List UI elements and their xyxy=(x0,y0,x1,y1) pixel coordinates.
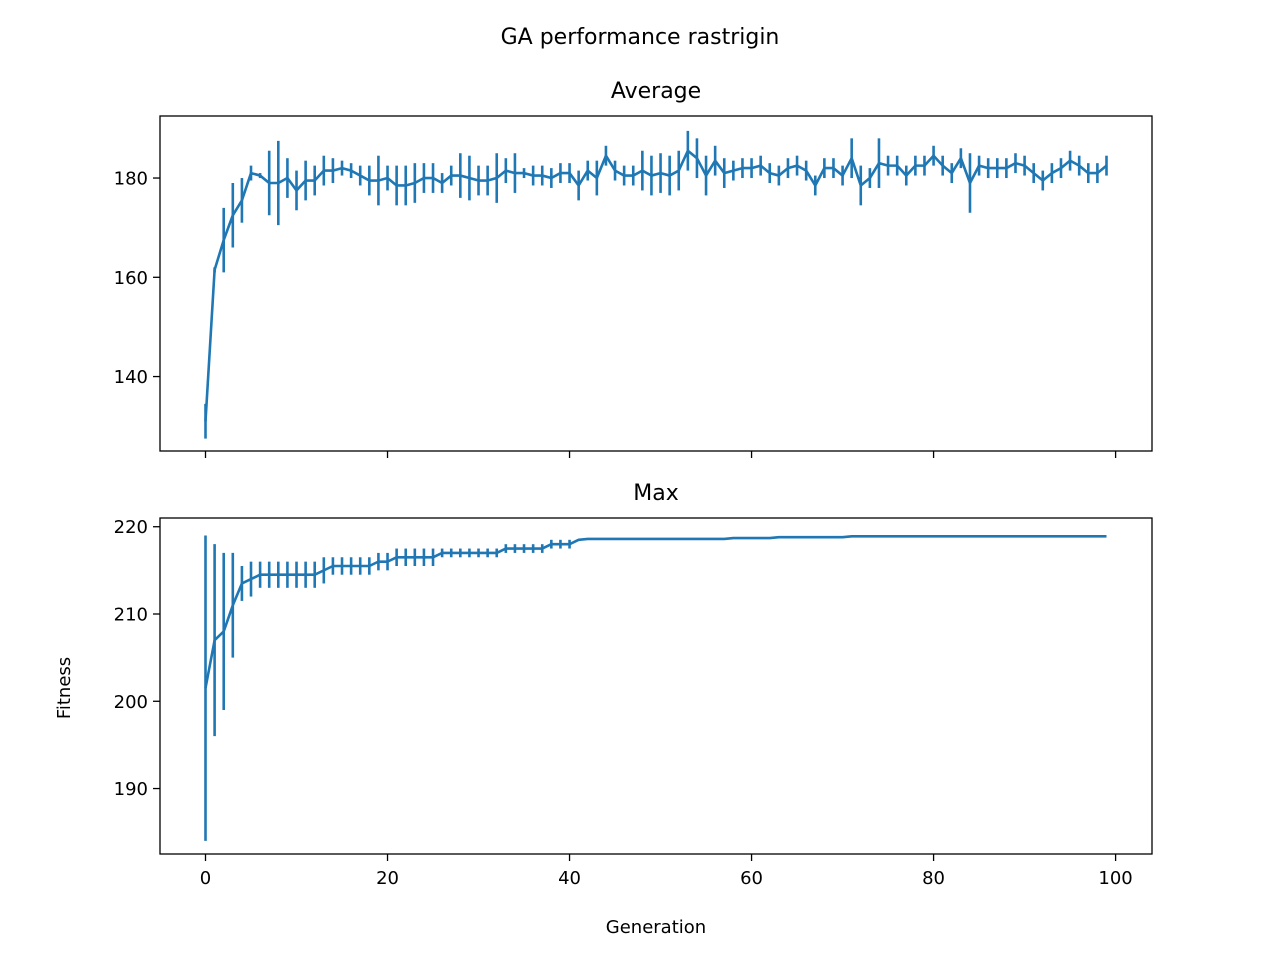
x-tick-label: 40 xyxy=(558,868,581,889)
y-tick-label: 210 xyxy=(114,605,148,626)
x-tick-label: 20 xyxy=(376,868,399,889)
y-axis-label: Fitness xyxy=(54,657,75,719)
x-tick-label: 100 xyxy=(1098,868,1132,889)
axes-frame xyxy=(159,115,1153,452)
y-tick-label: 140 xyxy=(114,367,148,388)
x-tick-label: 80 xyxy=(922,868,945,889)
error-bars xyxy=(204,130,1108,439)
subplot-title: Max xyxy=(633,481,678,506)
x-tick-label: 60 xyxy=(740,868,763,889)
x-tick-label: 0 xyxy=(200,868,211,889)
series-line xyxy=(204,149,1108,422)
panel-average: Average 140 160 180 xyxy=(114,79,1153,458)
y-tick-label: 160 xyxy=(114,268,148,289)
x-axis-label: Generation xyxy=(606,917,706,938)
y-tick-label: 200 xyxy=(114,692,148,713)
axes-frame xyxy=(159,517,1153,855)
figure-title: GA performance rastrigin xyxy=(501,25,780,50)
y-tick-label: 220 xyxy=(114,517,148,538)
error-bars xyxy=(204,535,571,841)
subplot-title: Average xyxy=(611,79,701,104)
y-tick-label: 180 xyxy=(114,169,148,190)
y-tick-label: 190 xyxy=(114,779,148,800)
series-line xyxy=(204,535,1107,689)
panel-max: Max 0 20 40 60 80 100 190 200 210 220 xyxy=(114,481,1153,889)
